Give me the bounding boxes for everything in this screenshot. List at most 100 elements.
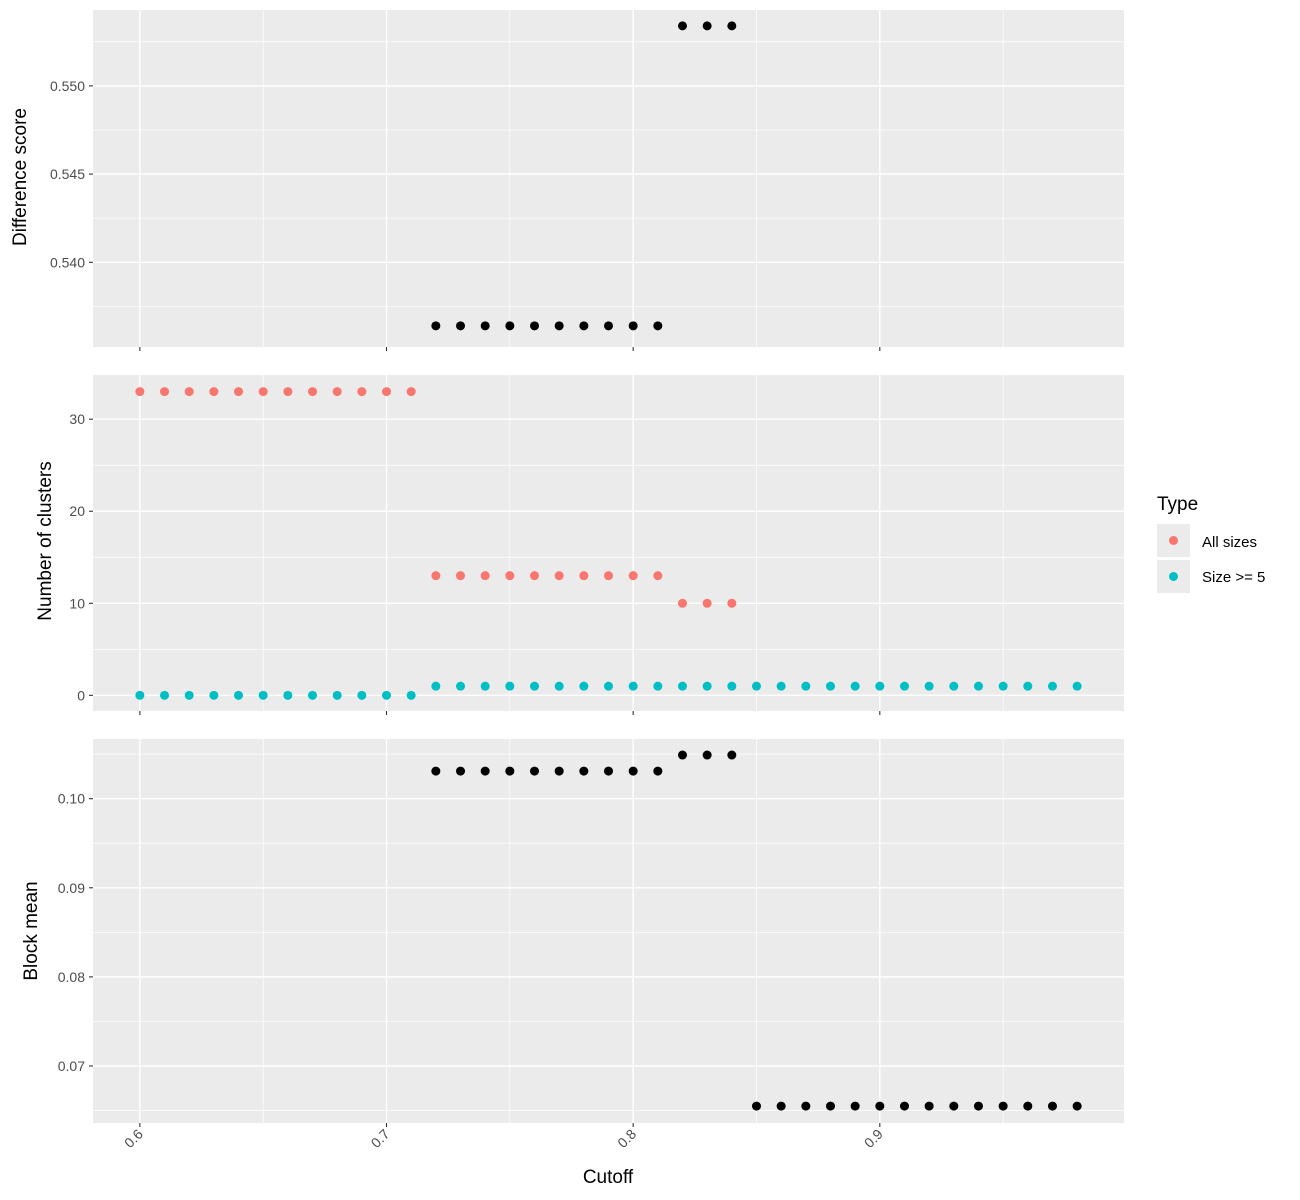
data-point	[1023, 681, 1033, 691]
series-1	[431, 21, 737, 331]
legend-title: Type	[1157, 494, 1198, 515]
data-point	[1072, 1101, 1082, 1111]
data-point	[677, 21, 687, 31]
data-point	[234, 690, 244, 700]
data-point	[604, 571, 613, 581]
data-point	[258, 387, 268, 397]
data-point	[949, 1101, 959, 1111]
data-point	[677, 750, 687, 760]
series-1	[431, 750, 1082, 1111]
data-point	[875, 1101, 885, 1111]
data-point	[973, 681, 983, 691]
data-point	[702, 681, 712, 691]
x-axis: 0.6 0.7 0.8 0.9	[121, 1126, 886, 1151]
data-point	[431, 571, 441, 581]
data-point	[456, 681, 466, 691]
data-point	[406, 690, 416, 700]
data-point	[431, 766, 441, 776]
x-axis-title: Cutoff	[583, 1167, 634, 1188]
x-tick-label: 0.6	[121, 1126, 146, 1151]
legend-label-size-ge-5: Size >= 5	[1202, 569, 1265, 586]
data-point	[480, 571, 490, 581]
data-point	[899, 681, 909, 691]
data-point	[332, 387, 342, 397]
data-point	[530, 321, 540, 331]
data-point	[875, 681, 885, 691]
data-point	[973, 1101, 983, 1111]
data-point	[1023, 1101, 1033, 1111]
data-point	[480, 766, 490, 776]
data-point	[825, 1101, 835, 1111]
data-point	[924, 1101, 934, 1111]
x-tick-label: 0.8	[614, 1126, 639, 1151]
data-point	[431, 681, 441, 691]
data-point	[628, 321, 638, 331]
data-point	[727, 681, 737, 691]
x-tick-label: 0.7	[368, 1126, 393, 1151]
y-tick-label: 0	[77, 687, 85, 703]
data-point	[406, 387, 416, 397]
data-point	[1047, 681, 1057, 691]
y-tick-label: 0.08	[58, 969, 85, 985]
legend-marker-size-ge-5	[1169, 572, 1178, 581]
data-point	[505, 321, 515, 331]
data-point	[530, 571, 540, 581]
data-point	[332, 690, 342, 700]
data-point	[283, 387, 293, 397]
data-point	[135, 690, 145, 700]
y-axis-title: Block mean	[21, 881, 42, 980]
data-point	[751, 1101, 761, 1111]
data-point	[924, 681, 934, 691]
data-point	[998, 681, 1008, 691]
data-point	[677, 598, 687, 608]
data-point	[653, 766, 663, 776]
data-point	[308, 387, 318, 397]
data-point	[751, 681, 761, 691]
data-point	[604, 321, 613, 331]
data-point	[579, 571, 589, 581]
data-point	[727, 750, 737, 760]
data-point	[530, 766, 540, 776]
y-tick-label: 0.07	[58, 1058, 85, 1074]
series-2	[135, 681, 1082, 700]
data-point	[234, 387, 244, 397]
data-point	[283, 690, 293, 700]
legend-marker-all-sizes	[1169, 536, 1178, 545]
y-tick-label: 0.09	[58, 880, 85, 896]
data-point	[505, 766, 515, 776]
data-point	[135, 387, 145, 397]
data-point	[653, 571, 663, 581]
data-point	[554, 766, 564, 776]
data-point	[899, 1101, 909, 1111]
data-point	[1072, 681, 1082, 691]
y-tick-label: 0.540	[50, 254, 85, 270]
data-point	[382, 690, 392, 700]
data-point	[554, 681, 564, 691]
data-point	[677, 681, 687, 691]
data-point	[604, 766, 613, 776]
data-point	[505, 571, 515, 581]
panel-3: 0.07 0.08 0.09 0.10 Block mean	[21, 739, 1124, 1127]
data-point	[184, 387, 194, 397]
data-point	[382, 387, 392, 397]
y-tick-label: 0.550	[50, 78, 85, 94]
data-point	[530, 681, 540, 691]
x-tick-label: 0.9	[861, 1126, 886, 1151]
data-point	[801, 1101, 811, 1111]
data-point	[727, 598, 737, 608]
data-point	[357, 690, 367, 700]
y-axis-title: Number of clusters	[35, 461, 56, 620]
data-point	[801, 681, 811, 691]
data-point	[1047, 1101, 1057, 1111]
y-tick-label: 10	[69, 595, 85, 611]
data-point	[702, 21, 712, 31]
data-point	[184, 690, 194, 700]
data-point	[653, 681, 663, 691]
data-point	[554, 321, 564, 331]
data-point	[628, 571, 638, 581]
data-point	[949, 681, 959, 691]
data-point	[825, 681, 835, 691]
panel-background	[93, 739, 1124, 1123]
data-point	[628, 681, 638, 691]
